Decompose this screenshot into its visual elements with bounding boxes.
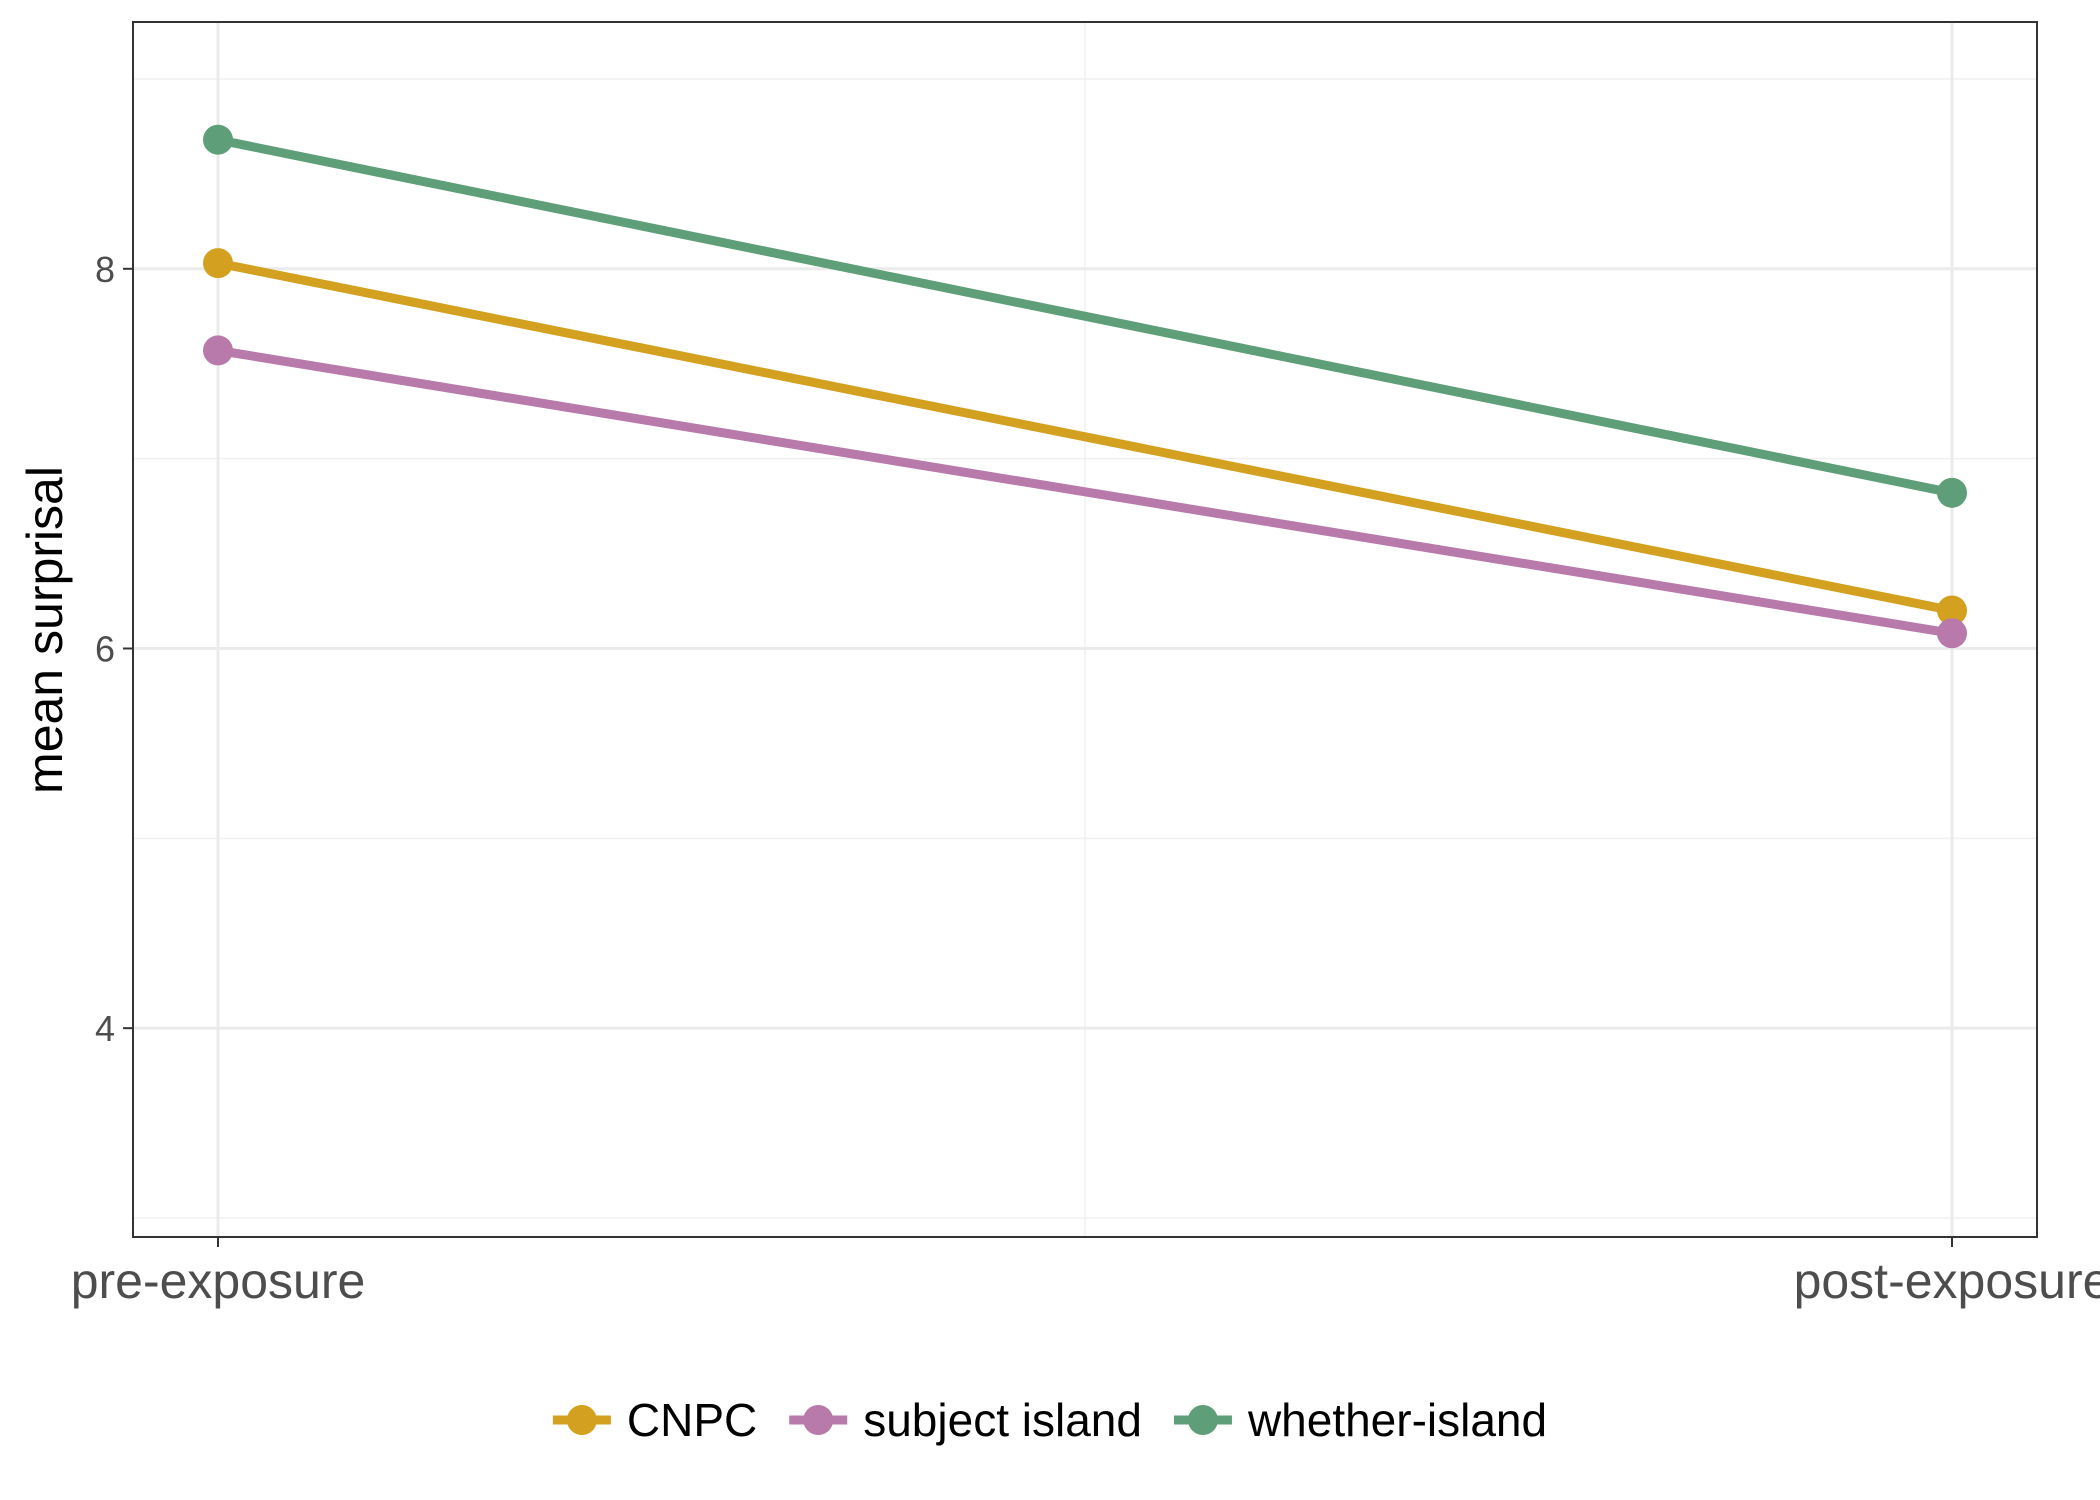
y-tick-label: 4 <box>95 1008 115 1049</box>
data-point-subject-island <box>1937 618 1967 649</box>
data-point-cnpc <box>1937 595 1967 626</box>
y-axis-title: mean surprisal <box>17 466 73 794</box>
legend-label-cnpc: CNPC <box>627 1394 757 1446</box>
series-line-whether-island <box>217 135 1953 498</box>
data-point-subject-island <box>203 335 233 366</box>
y-tick-label: 8 <box>95 249 115 290</box>
legend: CNPC subject island whether-island <box>552 1394 1547 1446</box>
legend-key-point-whether-island <box>1187 1405 1218 1435</box>
minor-gridlines <box>133 22 2037 1237</box>
data-point-cnpc <box>203 248 233 279</box>
x-tick-label: post-exposure <box>1794 1253 2100 1309</box>
legend-label-whether-island: whether-island <box>1247 1394 1547 1446</box>
data-point-whether-island <box>203 124 233 155</box>
legend-key-point-subject-island <box>803 1405 834 1435</box>
series-line-cnpc <box>217 258 1953 615</box>
data-point-whether-island <box>1937 477 1967 508</box>
series-line-subject-island <box>217 345 1953 638</box>
y-tick-label: 6 <box>95 628 115 669</box>
legend-key-point-cnpc <box>566 1405 597 1435</box>
series-layer <box>203 124 1967 649</box>
plot-border <box>132 21 2038 1238</box>
x-tick-label: pre-exposure <box>71 1253 366 1309</box>
y-axis: 4 6 8 <box>95 249 133 1049</box>
x-axis: pre-exposure post-exposure <box>71 1237 2100 1309</box>
legend-label-subject-island: subject island <box>863 1394 1142 1446</box>
